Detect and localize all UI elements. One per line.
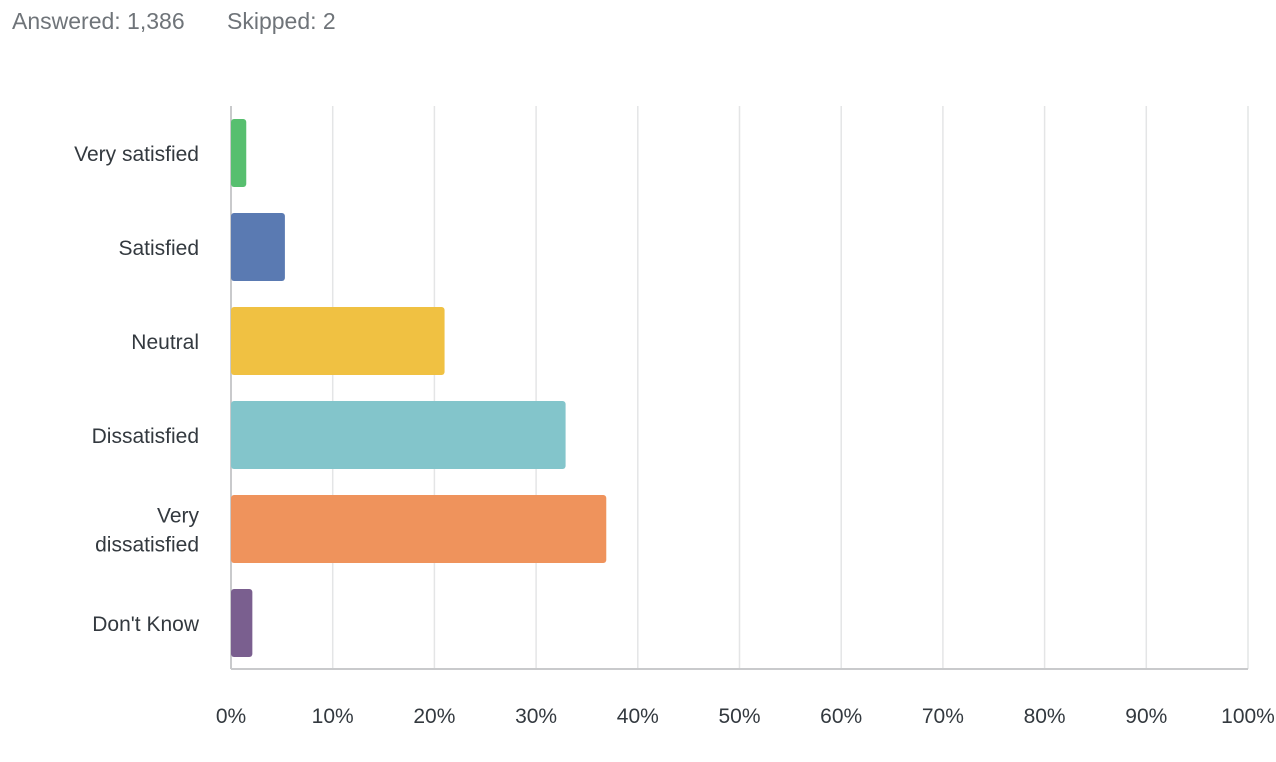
x-tick-label: 10% [312, 705, 354, 728]
x-tick-label: 60% [820, 705, 862, 728]
x-tick-label: 80% [1024, 705, 1066, 728]
bar [231, 589, 253, 657]
answered-count: Answered: 1,386 [12, 8, 185, 34]
bars [231, 119, 607, 657]
category-label: Very [157, 505, 200, 528]
category-label: Satisfied [118, 237, 199, 260]
category-label: Dissatisfied [92, 425, 199, 448]
x-tick-label: 0% [216, 705, 246, 728]
bar [231, 119, 247, 187]
skipped-count: Skipped: 2 [227, 8, 336, 34]
bar [231, 213, 285, 281]
x-tick-label: 90% [1125, 705, 1167, 728]
grid-lines [230, 106, 1249, 670]
x-tick-label: 20% [413, 705, 455, 728]
bar [231, 401, 566, 469]
category-label: dissatisfied [95, 534, 199, 557]
x-axis-ticks: 0% 10% 20% 30% 40% 50% 60% 70% 80% 90% 100% [216, 705, 1275, 728]
bar [231, 307, 445, 375]
category-labels: Very satisfied Satisfied Neutral Dissatisfi… [74, 143, 200, 636]
response-stats: Answered: 1,386 Skipped: 2 [12, 8, 372, 35]
category-label: Very satisfied [74, 143, 199, 166]
x-tick-label: 30% [515, 705, 557, 728]
category-label: Neutral [131, 331, 199, 354]
x-tick-label: 50% [718, 705, 760, 728]
x-tick-label: 40% [617, 705, 659, 728]
bar [231, 495, 607, 563]
x-tick-label: 70% [922, 705, 964, 728]
category-label: Don't Know [92, 613, 200, 636]
x-tick-label: 100% [1221, 705, 1275, 728]
